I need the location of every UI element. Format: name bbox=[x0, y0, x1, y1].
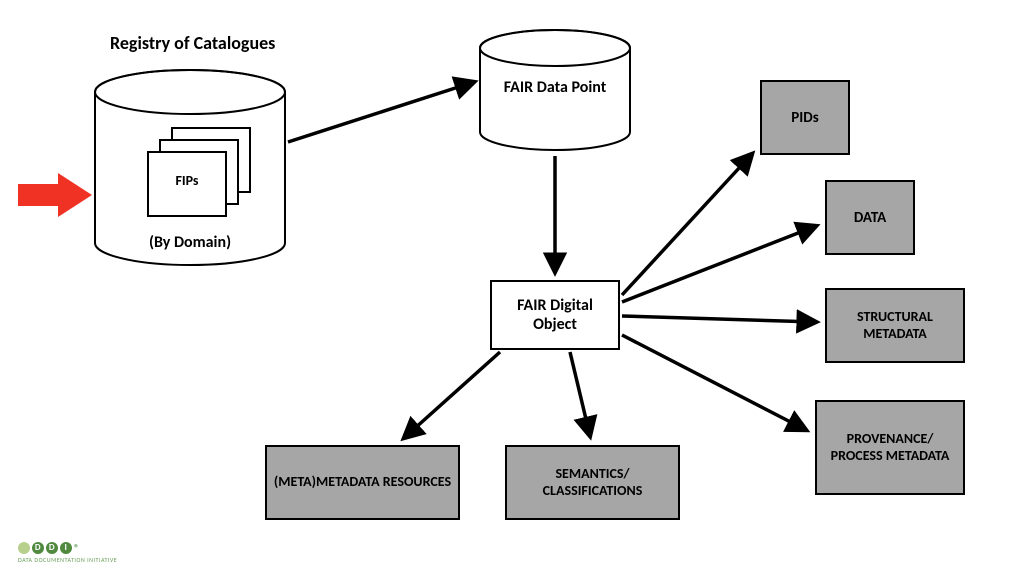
arrow-fdo-to-provenance bbox=[622, 335, 806, 430]
diagram-title: Registry of Catalogues bbox=[110, 32, 275, 54]
arrow-fdo-to-semantics bbox=[570, 352, 590, 436]
logo-letter-1: D bbox=[46, 542, 58, 554]
ddi-logo: D D I ® DATA DOCUMENTATION INITIATIVE bbox=[18, 541, 117, 564]
node-metameta: (META)METADATA RESOURCES bbox=[265, 445, 460, 520]
red-entry-arrow-icon bbox=[18, 173, 92, 217]
fdo-box: FAIR Digital Object bbox=[490, 280, 620, 350]
node-semantics-label: SEMANTICS/ CLASSIFICATIONS bbox=[513, 466, 672, 500]
fips-label: FIPs bbox=[148, 172, 226, 189]
arrow-fdo-to-structural bbox=[622, 316, 816, 322]
logo-letter-0: D bbox=[32, 542, 44, 554]
logo-subtitle: DATA DOCUMENTATION INITIATIVE bbox=[18, 556, 117, 564]
fdp-label: FAIR Data Point bbox=[500, 78, 610, 97]
node-provenance: PROVENANCE/ PROCESS METADATA bbox=[815, 400, 965, 495]
arrow-fdo-to-pids bbox=[622, 154, 752, 295]
node-semantics: SEMANTICS/ CLASSIFICATIONS bbox=[505, 445, 680, 520]
node-structural: STRUCTURAL METADATA bbox=[825, 288, 965, 363]
logo-letter-2: I bbox=[60, 542, 72, 554]
node-pids-label: PIDs bbox=[791, 109, 818, 127]
fdo-box-label: FAIR Digital Object bbox=[498, 296, 612, 334]
arrow-fdo-to-data bbox=[622, 226, 816, 302]
node-provenance-label: PROVENANCE/ PROCESS METADATA bbox=[823, 431, 957, 465]
node-data-label: DATA bbox=[854, 209, 886, 227]
node-metameta-label: (META)METADATA RESOURCES bbox=[274, 474, 451, 491]
arrow-fdo-to-metameta bbox=[404, 352, 500, 438]
node-data: DATA bbox=[825, 180, 915, 255]
node-pids: PIDs bbox=[760, 80, 850, 155]
by-domain-label: (By Domain) bbox=[95, 233, 285, 252]
arrow-reg-to-fdp bbox=[288, 82, 474, 142]
node-structural-label: STRUCTURAL METADATA bbox=[833, 309, 957, 343]
